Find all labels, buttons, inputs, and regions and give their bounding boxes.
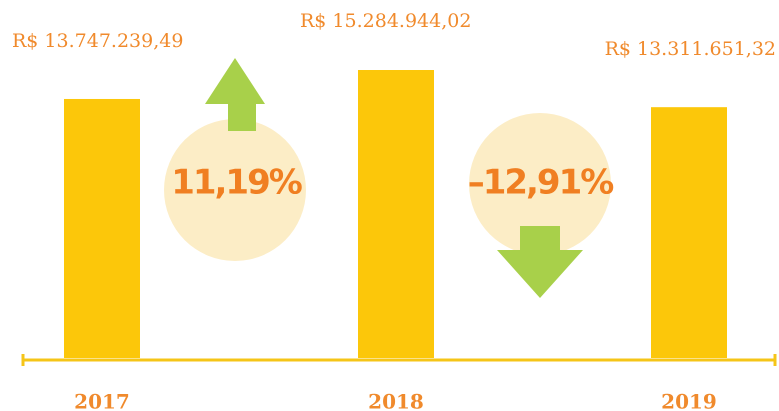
annotation: 11,19%: [171, 163, 302, 203]
arrow-down: [497, 250, 583, 298]
arrow-up-stem: [228, 103, 256, 131]
bar: [358, 69, 434, 358]
year-label: 2018: [368, 390, 424, 411]
value-label: R$ 15.284.944,02: [300, 10, 471, 32]
value-label: R$ 13.311.651,32: [605, 38, 776, 60]
arrow-down-stem: [520, 226, 560, 252]
decoration: [21, 58, 777, 366]
bar: [651, 107, 727, 358]
value-label: R$ 13.747.239,49: [12, 30, 183, 52]
bar: [64, 98, 140, 358]
circle: [164, 119, 306, 261]
arrow-up: [205, 58, 265, 104]
circle: [469, 113, 611, 255]
annotation: –12,91%: [468, 163, 614, 203]
year-label: 2019: [661, 390, 717, 411]
year-label: 2017: [74, 390, 130, 411]
